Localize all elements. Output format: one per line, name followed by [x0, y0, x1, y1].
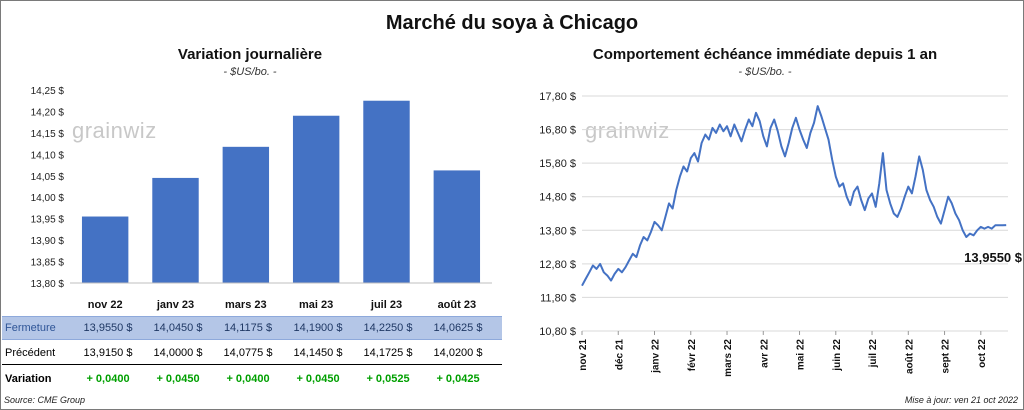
y-tick-label: 13,95 $ — [31, 215, 65, 226]
table-cell: 14,1900 $ — [293, 322, 343, 334]
table-cell: 14,2250 $ — [363, 322, 413, 334]
x-tick-label: août 22 — [904, 339, 915, 374]
x-tick-label: mars 22 — [723, 339, 734, 377]
y-tick-label: 12,80 $ — [539, 259, 576, 271]
table-cell: 14,1175 $ — [223, 322, 273, 334]
table-cell: + 0,0425 — [436, 373, 480, 385]
x-tick-label: mai 22 — [796, 339, 807, 371]
table-cell: + 0,0400 — [86, 373, 130, 385]
row-label: Fermeture — [5, 322, 56, 334]
table-cell: + 0,0450 — [156, 373, 200, 385]
table-cell: 14,0450 $ — [153, 322, 203, 334]
bar — [363, 100, 410, 283]
x-tick-label: juil 23 — [370, 299, 402, 311]
source-note: Source: CME Group — [4, 395, 86, 405]
y-tick-label: 17,80 $ — [539, 91, 576, 103]
x-tick-label: janv 23 — [156, 299, 194, 311]
bar — [81, 216, 129, 283]
left-panel-subtitle: - $US/bo. - — [223, 66, 277, 78]
y-tick-label: 13,80 $ — [31, 279, 65, 290]
line-chart: 10,80 $ 11,80 $ 12,80 $ 13,80 $ 14,80 $ 15,80… — [539, 91, 1023, 377]
table-cell: 14,0200 $ — [433, 347, 483, 359]
y-tick-label: 14,25 $ — [31, 86, 65, 97]
bar — [292, 115, 340, 283]
right-panel-subtitle: - $US/bo. - — [738, 66, 792, 78]
x-tick-label: janv 22 — [651, 339, 662, 374]
x-tick-label: mai 23 — [299, 299, 333, 311]
y-tick-label: 13,85 $ — [31, 258, 65, 269]
table-cell: 14,1725 $ — [363, 347, 413, 359]
y-tick-label: 16,80 $ — [539, 125, 576, 137]
y-tick-label: 14,00 $ — [31, 193, 65, 204]
update-note: Mise à jour: ven 21 oct 2022 — [904, 395, 1018, 405]
y-tick-label: 13,80 $ — [539, 225, 576, 237]
table-cell: 14,0775 $ — [223, 347, 273, 359]
y-tick-label: 11,80 $ — [540, 292, 576, 304]
x-tick-label: nov 22 — [88, 299, 123, 311]
y-tick-label: 14,15 $ — [31, 129, 65, 140]
table-cell: 14,0625 $ — [433, 322, 483, 334]
y-tick-label: 10,80 $ — [539, 326, 576, 338]
right-panel-title: Comportement échéance immédiate depuis 1… — [592, 46, 938, 63]
bar-chart: 13,80 $ 13,85 $ 13,90 $ 13,95 $ 14,00 $ 14,05… — [31, 86, 492, 311]
table-row-close: Fermeture 13,9550 $ 14,0450 $ 14,1175 $ … — [2, 316, 502, 340]
row-label: Variation — [5, 373, 52, 385]
right-watermark-logo: grainwiz — [585, 118, 670, 143]
left-watermark-logo: grainwiz — [72, 118, 157, 143]
y-tick-label: 13,90 $ — [31, 236, 65, 247]
x-tick-label: avr 22 — [759, 339, 770, 368]
price-line — [581, 105, 1007, 287]
x-tick-label: déc 21 — [614, 339, 625, 371]
last-price-label: 13,9550 $ — [964, 250, 1023, 265]
x-tick-label: oct 22 — [977, 339, 988, 368]
x-tick-label: nov 21 — [578, 339, 589, 371]
table-row-previous: Précédent 13,9150 $ 14,0000 $ 14,0775 $ … — [2, 342, 502, 365]
table-cell: + 0,0400 — [226, 373, 270, 385]
x-tick-label: sept 22 — [941, 339, 952, 374]
x-tick-label: août 23 — [438, 299, 477, 311]
table-cell: 14,1450 $ — [293, 347, 343, 359]
x-tick-label: juin 22 — [832, 339, 843, 372]
bar — [222, 146, 270, 283]
y-tick-label: 14,10 $ — [31, 150, 65, 161]
y-tick-label: 15,80 $ — [539, 158, 576, 170]
bar — [152, 177, 199, 283]
table-row-variation: Variation + 0,0400 + 0,0450 + 0,0400 + 0… — [2, 368, 502, 390]
x-tick-label: juil 22 — [868, 339, 879, 369]
left-panel-title: Variation journalière — [177, 46, 323, 63]
x-tick-label: mars 23 — [225, 299, 267, 311]
y-tick-label: 14,80 $ — [539, 192, 576, 204]
y-tick-label: 14,20 $ — [31, 107, 65, 118]
main-title: Marché du soya à Chicago — [385, 12, 639, 34]
table-cell: 13,9550 $ — [83, 322, 133, 334]
table-cell: + 0,0450 — [296, 373, 340, 385]
x-tick-label: févr 22 — [687, 339, 698, 372]
row-label: Précédent — [5, 347, 56, 359]
table-cell: + 0,0525 — [366, 373, 410, 385]
bar — [433, 170, 481, 283]
table-cell: 14,0000 $ — [153, 347, 203, 359]
table-cell: 13,9150 $ — [83, 347, 133, 359]
y-tick-label: 14,05 $ — [31, 172, 65, 183]
